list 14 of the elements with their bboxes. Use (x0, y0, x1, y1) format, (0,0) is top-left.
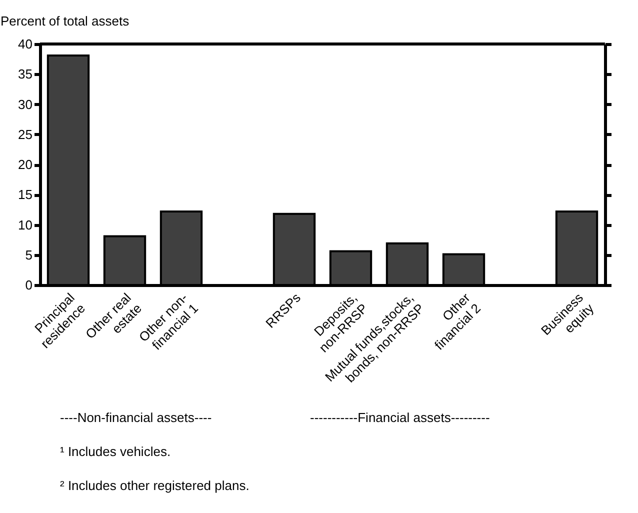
text: -----------Financial assets--------- (310, 410, 490, 425)
y-tick-label: 20 (18, 157, 32, 172)
text: ² Includes other registered plans. (60, 478, 250, 493)
y-tick-label: 10 (18, 217, 32, 232)
y-tick-label: 40 (18, 36, 32, 52)
y-tick-label: 0 (25, 278, 32, 292)
text: ----Non-financial assets---- (60, 410, 212, 425)
text: ¹ Includes vehicles. (60, 444, 171, 459)
y-tick-label: 25 (18, 126, 32, 142)
y-tick-label: 5 (25, 247, 32, 262)
y-tick-label: 15 (18, 187, 32, 202)
y-tick-label: 30 (18, 96, 32, 112)
y-axis-title: Percent of total assets (0, 14, 130, 28)
y-tick-label: 35 (18, 66, 32, 82)
